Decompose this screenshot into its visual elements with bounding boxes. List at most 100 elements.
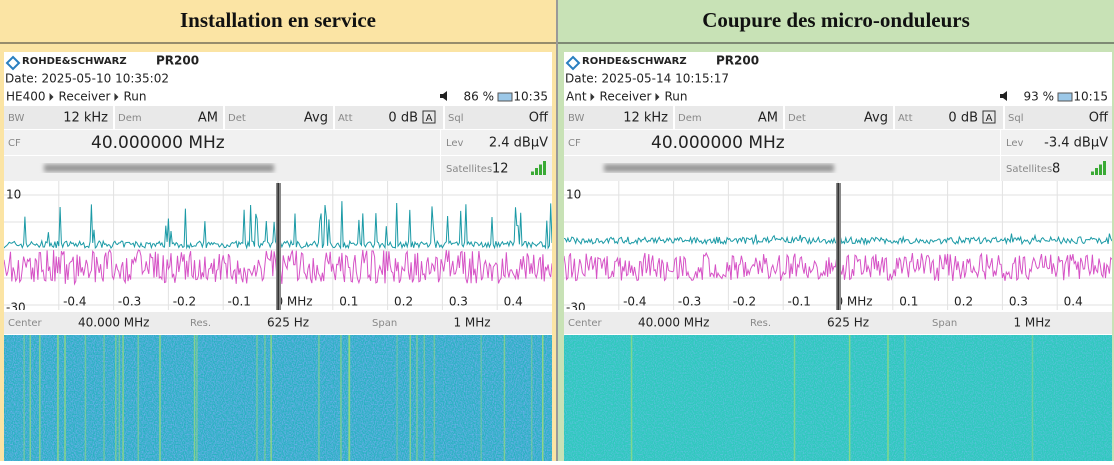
brand-logo — [5, 55, 21, 71]
waterfall-line — [137, 335, 140, 461]
panel: Coupure des micro-onduleurs ROHDE&SCHWARZ… — [556, 0, 1114, 461]
signal-bar — [1095, 168, 1098, 175]
brand-logo — [565, 55, 581, 71]
breadcrumb: Ant — [566, 90, 587, 104]
x-axis-label: 0 MHz — [275, 295, 312, 309]
waterfall-line — [630, 335, 633, 461]
setting-value: AM — [198, 111, 218, 126]
footer-label: Res. — [750, 318, 771, 329]
footer-value: 1 MHz — [1013, 316, 1050, 330]
model: PR200 — [156, 54, 199, 68]
setting-label: BW — [568, 113, 585, 124]
waterfall-line — [396, 335, 398, 461]
x-axis-label: -0.3 — [118, 295, 141, 309]
setting-value: 0 dB — [388, 111, 418, 126]
center-marker-core — [277, 183, 279, 310]
setting-label: Sql — [448, 113, 463, 124]
date: Date: 2025-05-10 10:35:02 — [5, 72, 169, 86]
signal-bar — [1091, 171, 1094, 175]
waterfall-line — [423, 335, 426, 461]
brand: ROHDE&SCHWARZ — [582, 56, 687, 67]
signal-bar — [1103, 161, 1106, 175]
setting-value: AM — [758, 111, 778, 126]
separator-arrow — [590, 93, 595, 101]
signal-bar — [539, 164, 542, 175]
satellites-value: 8 — [1052, 162, 1060, 177]
x-axis-label: -0.1 — [227, 295, 250, 309]
waterfall-line — [256, 335, 258, 461]
sat-cell — [441, 156, 552, 181]
satellites-label: Satellites — [1006, 164, 1052, 175]
y-axis-label: -30 — [6, 301, 26, 315]
waterfall-line — [348, 335, 351, 461]
lev-label: Lev — [1006, 138, 1024, 149]
setting-label: Dem — [678, 113, 702, 124]
lev-value: 2.4 dBµV — [489, 136, 548, 151]
setting-label: Det — [228, 113, 246, 124]
waterfall-line — [340, 335, 342, 461]
clock: 10:35 — [513, 90, 548, 104]
breadcrumb: Run — [123, 90, 146, 104]
setting-value: 12 kHz — [63, 111, 108, 126]
cf-label: CF — [8, 138, 21, 149]
spectrum: -0.4 -0.3 -0.2 -0.1 0 MHz 0.1 0.2 0.3 0.4 10 -30 — [4, 181, 552, 315]
battery-icon — [1057, 92, 1073, 102]
center-marker-core — [837, 183, 839, 310]
battery-icon — [497, 92, 513, 102]
footer-value: 40.000 MHz — [638, 316, 709, 330]
setting-label: Dem — [118, 113, 142, 124]
spectrum: -0.4 -0.3 -0.2 -0.1 0 MHz 0.1 0.2 0.3 0.4 10 -30 — [564, 181, 1112, 315]
brand: ROHDE&SCHWARZ — [22, 56, 127, 67]
setting-label: Att — [898, 113, 913, 124]
waterfall-line — [541, 335, 544, 461]
footer-value: 625 Hz — [267, 316, 309, 330]
waterfall-line — [196, 335, 198, 461]
waterfall-line — [193, 335, 196, 461]
breadcrumb: Receiver — [600, 90, 652, 104]
att-mode: A — [986, 113, 993, 124]
separator-arrow — [49, 93, 54, 101]
settings-row — [564, 106, 1112, 129]
speaker-icon — [1000, 91, 1007, 101]
setting-value: Off — [1089, 111, 1109, 126]
date: Date: 2025-05-14 10:15:17 — [565, 72, 729, 86]
waterfall-line — [39, 335, 41, 461]
x-axis-label: -0.3 — [678, 295, 701, 309]
waterfall-line — [270, 335, 272, 461]
setting-label: Att — [338, 113, 353, 124]
cf-label: CF — [568, 138, 581, 149]
signal-bar — [543, 161, 546, 175]
setting-label: BW — [8, 113, 25, 124]
y-axis-label: -30 — [566, 301, 586, 315]
blurred-text — [604, 164, 834, 172]
x-axis-label: 0.1 — [899, 295, 918, 309]
breadcrumb: Receiver — [59, 90, 111, 104]
waterfall-line — [416, 335, 418, 461]
waterfall-noise — [564, 335, 1112, 461]
footer-row — [4, 312, 552, 334]
waterfall-line — [57, 335, 59, 461]
x-axis-label: 0.2 — [394, 295, 413, 309]
lev-cell — [1001, 130, 1112, 155]
setting-value: 12 kHz — [623, 111, 668, 126]
waterfall-line — [1031, 335, 1034, 461]
lev-label: Lev — [446, 138, 464, 149]
x-axis-label: 0.3 — [1009, 295, 1028, 309]
footer-label: Center — [8, 318, 43, 329]
x-axis-label: -0.4 — [623, 295, 646, 309]
panel: Installation en service ROHDE&SCHWARZ PR20… — [0, 0, 558, 461]
x-axis-label: 0.3 — [449, 295, 468, 309]
waterfall-line — [84, 335, 87, 461]
waterfall-line — [904, 335, 906, 461]
waterfall-line — [793, 335, 796, 461]
waterfall-line — [122, 335, 124, 461]
waterfall-line — [159, 335, 161, 461]
lev-value: -3.4 dBµV — [1044, 136, 1108, 151]
separator-arrow — [655, 93, 660, 101]
sat-cell — [1001, 156, 1112, 181]
signal-bar — [531, 171, 534, 175]
waterfall-line — [264, 335, 266, 461]
footer-row — [564, 312, 1112, 334]
waterfall-line — [503, 335, 506, 461]
